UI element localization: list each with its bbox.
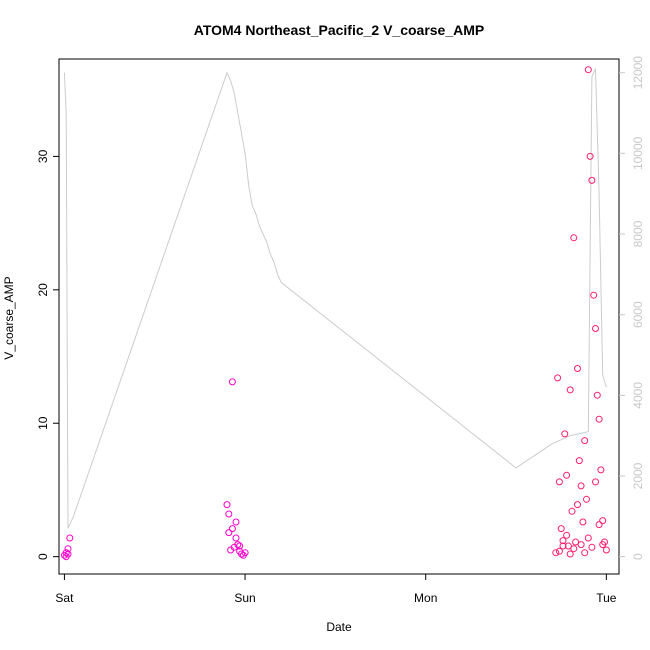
data-point	[574, 365, 581, 372]
data-point	[236, 542, 244, 550]
data-point	[566, 386, 574, 394]
data-point	[561, 430, 569, 438]
y2-tick-label: 4000	[631, 382, 645, 409]
x-axis-label: Date	[326, 620, 352, 634]
data-point	[559, 542, 567, 550]
data-point	[584, 66, 592, 74]
y-axis-label: V_coarse_AMP	[2, 276, 16, 359]
data-point	[599, 517, 607, 525]
data-point	[597, 466, 605, 474]
data-point	[228, 378, 236, 386]
data-point	[225, 510, 233, 518]
y2-tick-label: 2000	[631, 462, 645, 489]
y2-tick-label: 10000	[631, 136, 645, 170]
data-point	[577, 541, 585, 549]
data-point	[579, 518, 587, 526]
data-point	[554, 374, 562, 382]
data-point	[583, 495, 590, 503]
data-point	[564, 542, 572, 550]
data-point	[592, 478, 599, 486]
data-point	[588, 176, 596, 184]
data-point	[557, 525, 565, 533]
data-point	[586, 152, 594, 160]
data-point	[232, 518, 240, 526]
data-point	[241, 549, 249, 557]
data-point	[228, 525, 236, 533]
data-point	[555, 547, 563, 555]
data-point	[64, 545, 72, 553]
data-point	[234, 541, 242, 549]
series-line	[63, 68, 607, 529]
y2-tick-label: 6000	[631, 301, 645, 328]
data-point	[555, 478, 563, 486]
data-point	[577, 482, 585, 490]
data-point	[593, 391, 601, 399]
x-tick-label: Mon	[414, 591, 437, 605]
data-point	[232, 534, 240, 542]
data-point	[581, 549, 589, 557]
chart-title: ATOM4 Northeast_Pacific_2 V_coarse_AMP	[194, 22, 485, 38]
data-point	[223, 501, 231, 509]
x-tick-label: Sat	[55, 591, 74, 605]
data-point	[62, 549, 70, 557]
data-point	[566, 550, 574, 558]
data-point	[563, 531, 571, 539]
y2-tick-label: 8000	[631, 220, 645, 247]
data-point	[568, 507, 576, 515]
data-point	[572, 538, 580, 546]
data-point	[559, 537, 567, 545]
y-tick-label: 10	[36, 416, 50, 430]
data-point	[575, 457, 583, 465]
data-point	[595, 415, 603, 423]
data-point	[574, 501, 581, 509]
data-point	[570, 234, 578, 242]
data-point	[588, 543, 596, 551]
y-tick-label: 20	[36, 283, 50, 297]
data-point	[581, 437, 589, 445]
y-tick-label: 0	[36, 553, 50, 560]
data-point	[595, 521, 603, 529]
chart-marks: 0 10 20 30 0 2000 4000 6000 8000 10000 12000 Sat Sun…	[36, 56, 645, 605]
data-point	[225, 529, 233, 537]
data-point	[592, 325, 599, 332]
data-point	[590, 291, 598, 299]
data-point	[584, 534, 592, 542]
data-point	[602, 546, 610, 554]
y2-tick-label: 0	[631, 553, 645, 560]
x-tick-label: Tue	[596, 591, 617, 605]
data-point	[64, 550, 72, 558]
plot-box	[58, 58, 620, 575]
data-point	[570, 545, 578, 553]
data-point	[66, 534, 74, 542]
y-tick-label: 30	[36, 149, 50, 163]
data-point	[599, 541, 607, 549]
y2-tick-label: 12000	[631, 56, 645, 90]
data-point	[238, 550, 245, 558]
data-point	[552, 549, 560, 557]
x-tick-label: Sun	[234, 591, 255, 605]
data-point	[563, 471, 571, 479]
